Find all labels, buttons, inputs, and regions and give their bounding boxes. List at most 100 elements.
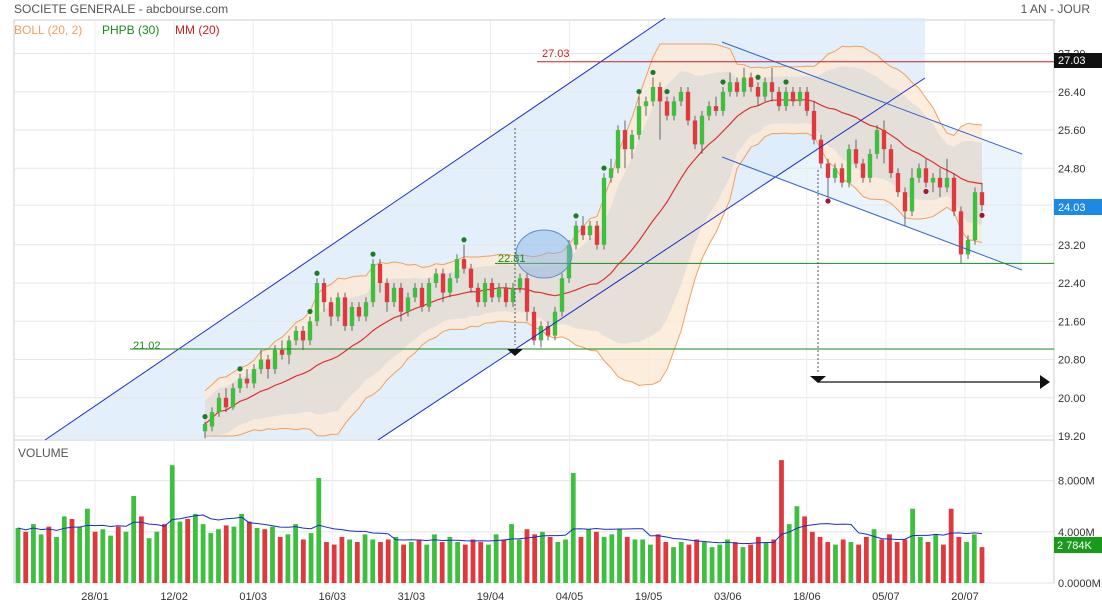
candle[interactable] [755, 82, 761, 107]
candle[interactable] [937, 168, 943, 197]
volume-bar[interactable] [447, 536, 453, 583]
candle[interactable] [531, 306, 537, 346]
volume-bar[interactable] [586, 529, 592, 583]
volume-bar[interactable] [216, 529, 221, 583]
volume-bar[interactable] [501, 539, 507, 583]
volume-bar[interactable] [254, 527, 260, 583]
volume-bar[interactable] [879, 539, 885, 583]
candle[interactable] [734, 77, 740, 97]
candle[interactable] [349, 302, 355, 331]
candle[interactable] [496, 283, 502, 303]
candle[interactable] [468, 263, 474, 293]
volume-bar[interactable] [262, 529, 268, 583]
volume-bar[interactable] [231, 526, 237, 583]
volume-bar[interactable] [840, 539, 846, 583]
volume-bar[interactable] [455, 542, 460, 583]
candle[interactable] [510, 283, 516, 307]
volume-bar[interactable] [809, 531, 815, 583]
volume-bar[interactable] [601, 536, 607, 583]
candle[interactable] [279, 340, 285, 360]
candle[interactable] [447, 273, 453, 298]
candle[interactable] [475, 283, 481, 307]
candle[interactable] [258, 349, 264, 374]
candle[interactable] [202, 421, 208, 439]
volume-bar[interactable] [817, 536, 823, 583]
candle[interactable] [412, 283, 418, 303]
volume-bar[interactable] [246, 521, 252, 583]
candle[interactable] [300, 326, 306, 350]
candle[interactable] [832, 163, 838, 183]
candle[interactable] [951, 173, 957, 217]
candle[interactable] [860, 158, 866, 183]
volume-bar[interactable] [686, 544, 692, 583]
candle[interactable] [811, 101, 817, 145]
volume-bar[interactable] [486, 544, 491, 583]
volume-bar[interactable] [555, 542, 561, 583]
candle[interactable] [685, 87, 691, 126]
volume-bar[interactable] [92, 531, 98, 583]
candle[interactable] [692, 115, 698, 150]
volume-bar[interactable] [871, 529, 877, 583]
volume-bar[interactable] [833, 544, 838, 583]
volume-bar[interactable] [509, 524, 514, 583]
volume-bar[interactable] [910, 508, 915, 583]
volume-bar[interactable] [362, 534, 368, 583]
candle[interactable] [489, 278, 495, 303]
volume-bar[interactable] [223, 525, 229, 583]
candle[interactable] [321, 278, 327, 312]
period-label[interactable]: 1 AN - JOUR [1021, 2, 1091, 16]
volume-bar[interactable] [239, 513, 245, 583]
candle[interactable] [727, 72, 733, 97]
candle[interactable] [643, 96, 649, 116]
volume-bar[interactable] [408, 542, 414, 583]
candle[interactable] [601, 173, 607, 250]
volume-bar[interactable] [347, 539, 353, 583]
candle[interactable] [517, 273, 523, 293]
volume-bar[interactable] [717, 544, 723, 583]
volume-bar[interactable] [578, 536, 584, 583]
volume-bar[interactable] [971, 534, 977, 583]
candle[interactable] [545, 321, 551, 341]
volume-bar[interactable] [647, 544, 653, 583]
candle[interactable] [776, 87, 782, 111]
candle[interactable] [398, 283, 404, 322]
volume-bar[interactable] [354, 542, 360, 583]
volume-bar[interactable] [725, 539, 730, 583]
volume-bar[interactable] [547, 536, 553, 583]
volume-bar[interactable] [339, 536, 345, 583]
candle[interactable] [972, 187, 978, 245]
volume-bar[interactable] [15, 527, 21, 583]
candle[interactable] [503, 283, 509, 307]
volume-bar[interactable] [478, 542, 484, 583]
volume-bar[interactable] [678, 542, 684, 583]
volume-bar[interactable] [979, 547, 985, 583]
candle[interactable] [769, 67, 775, 102]
candle[interactable] [958, 206, 964, 264]
candle[interactable] [839, 163, 845, 188]
candle[interactable] [853, 139, 859, 169]
volume-bar[interactable] [316, 478, 322, 583]
candle[interactable] [454, 254, 460, 284]
candle[interactable] [923, 158, 929, 188]
candle[interactable] [587, 220, 593, 240]
candle[interactable] [223, 388, 229, 413]
candle[interactable] [230, 383, 236, 410]
candle[interactable] [671, 96, 677, 121]
volume-bar[interactable] [401, 544, 406, 583]
volume-bar[interactable] [856, 544, 861, 583]
volume-bar[interactable] [632, 539, 638, 583]
volume-bar[interactable] [54, 536, 59, 583]
volume-bar[interactable] [293, 524, 299, 583]
candle[interactable] [426, 278, 432, 312]
volume-bar[interactable] [31, 524, 36, 583]
candle[interactable] [265, 354, 271, 379]
candle[interactable] [328, 297, 334, 327]
candle[interactable] [930, 173, 936, 193]
candle[interactable] [342, 292, 348, 331]
candle[interactable] [783, 87, 789, 111]
volume-layer[interactable] [15, 460, 985, 583]
volume-bar[interactable] [694, 539, 700, 583]
candle[interactable] [370, 259, 376, 307]
volume-bar[interactable] [270, 526, 275, 583]
volume-bar[interactable] [671, 547, 676, 583]
